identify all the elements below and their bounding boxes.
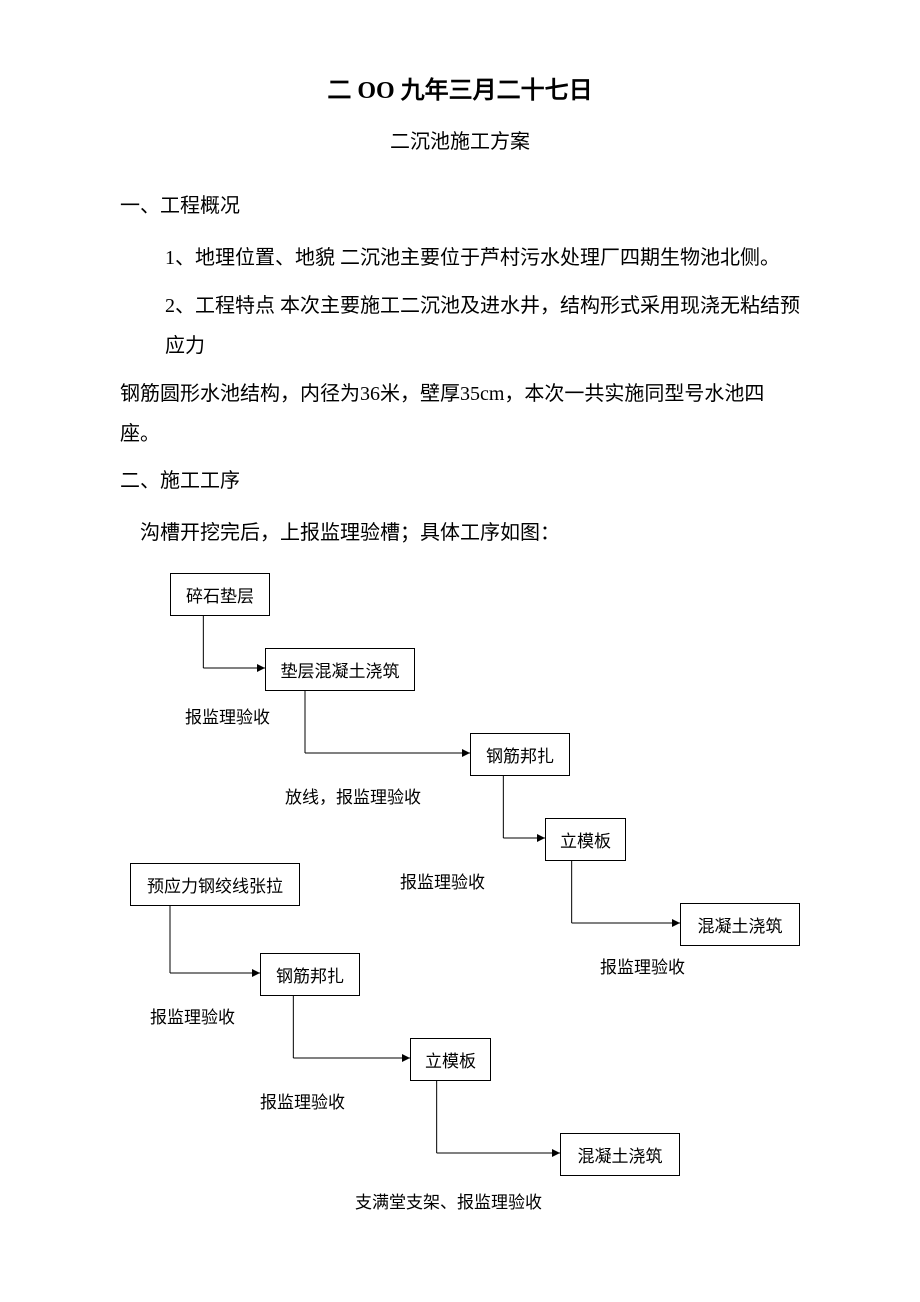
flowchart-node-n5: 混凝土浇筑 [680,903,800,946]
flowchart-container: 碎石垫层垫层混凝土浇筑钢筋邦扎立模板混凝土浇筑预应力钢绞线张拉钢筋邦扎立模板混凝… [130,573,810,1213]
flowchart-node-n3: 钢筋邦扎 [470,733,570,776]
flowchart-edge-label: 报监理验收 [600,953,685,978]
flowchart-node-n2: 垫层混凝土浇筑 [265,648,415,691]
flowchart-node-n8: 立模板 [410,1038,491,1081]
flowchart-edge-label: 报监理验收 [185,703,270,728]
flowchart-node-n9: 混凝土浇筑 [560,1133,680,1176]
flowchart-edge-label: 支满堂支架、报监理验收 [355,1188,542,1213]
section-1-continuation: 钢筋圆形水池结构，内径为36米，壁厚35cm，本次一共实施同型号水池四座。 [120,374,800,454]
flowchart-node-n1: 碎石垫层 [170,573,270,616]
document-subtitle: 二沉池施工方案 [120,125,800,154]
section-2-heading: 二、施工工序 [120,464,800,493]
flowchart-edge-label: 报监理验收 [150,1003,235,1028]
section-1-para-2: 2、工程特点 本次主要施工二沉池及进水井，结构形式采用现浇无粘结预应力 [120,286,800,366]
section-1-para-1: 1、地理位置、地貌 二沉池主要位于芦村污水处理厂四期生物池北侧。 [120,238,800,278]
flowchart-edge-label: 报监理验收 [400,868,485,893]
flowchart-node-n6: 预应力钢绞线张拉 [130,863,300,906]
document-title: 二 OO 九年三月二十七日 [120,70,800,105]
section-2-intro: 沟槽开挖完后，上报监理验槽；具体工序如图： [120,513,800,553]
section-1-heading: 一、工程概况 [120,189,800,218]
flowchart-edge-label: 报监理验收 [260,1088,345,1113]
flowchart-node-n7: 钢筋邦扎 [260,953,360,996]
flowchart-edge-label: 放线，报监理验收 [285,783,421,808]
flowchart-node-n4: 立模板 [545,818,626,861]
